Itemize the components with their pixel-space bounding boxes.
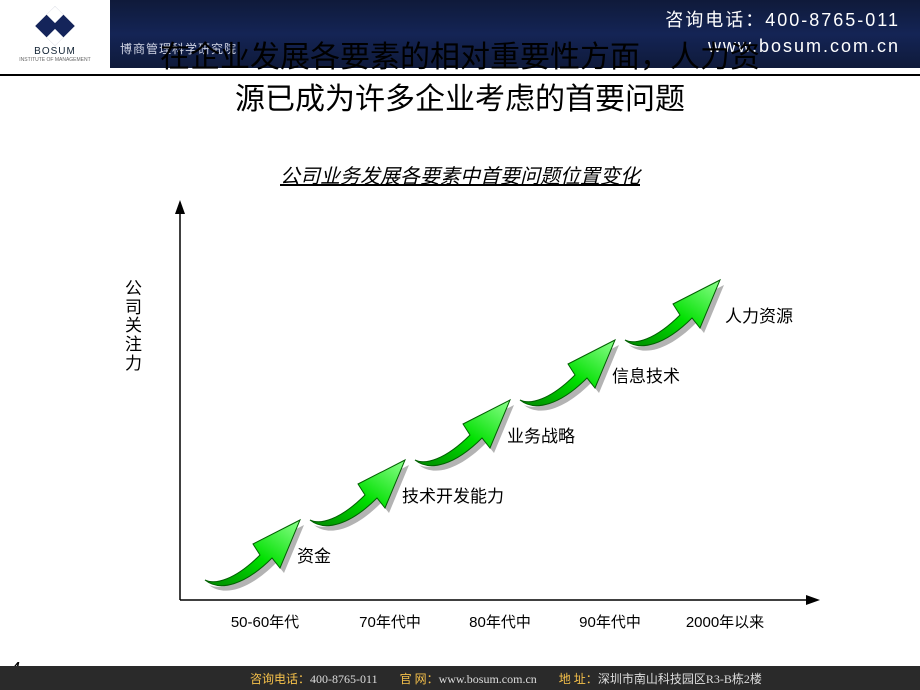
x-axis-arrowhead-icon <box>806 595 820 605</box>
x-tick-label: 90年代中 <box>579 611 641 632</box>
arrow-label: 技术开发能力 <box>402 482 504 507</box>
footer-phone: 咨询电话：400-8765-011 <box>250 670 378 687</box>
y-axis-arrowhead-icon <box>175 200 185 214</box>
arrow-label: 信息技术 <box>612 362 680 387</box>
footer-phone-val: 400-8765-011 <box>310 672 378 686</box>
header-phone: 咨询电话：400-8765-011 <box>665 6 900 32</box>
arrow-label: 资金 <box>297 542 331 567</box>
footer-site-key: 官 网： <box>400 672 439 686</box>
x-tick-label: 50-60年代 <box>231 611 299 632</box>
arrow-label: 业务战略 <box>507 422 575 447</box>
footer-phone-key: 咨询电话： <box>250 672 310 686</box>
chart-title: 公司业务发展各要素中首要问题位置变化 <box>0 160 920 189</box>
x-tick-labels: 50-60年代 70年代中 80年代中 90年代中 2000年以来 <box>150 611 830 635</box>
x-tick-label: 80年代中 <box>469 611 531 632</box>
footer-site: 官 网：www.bosum.com.cn <box>400 670 537 687</box>
footer-addr-key: 地 址： <box>559 672 598 686</box>
footer-addr: 地 址：深圳市南山科技园区R3-B栋2楼 <box>559 670 762 687</box>
footer-bar: 咨询电话：400-8765-011 官 网：www.bosum.com.cn 地… <box>0 666 920 690</box>
x-tick-label: 70年代中 <box>359 611 421 632</box>
arrow-label: 人力资源 <box>725 302 793 327</box>
chart-svg <box>150 200 830 630</box>
page-title-line2: 源已成为许多企业考虑的首要问题 <box>0 74 920 118</box>
page-title-line1: 在企业发展各要素的相对重要性方面，人力资 <box>0 32 920 76</box>
y-axis-label: 公司关注力 <box>125 280 145 373</box>
x-tick-label: 2000年以来 <box>686 611 764 632</box>
header-phone-label: 咨询电话： <box>665 10 765 30</box>
header-phone-number: 400-8765-011 <box>765 10 900 30</box>
footer-addr-val: 深圳市南山科技园区R3-B栋2楼 <box>598 672 762 686</box>
arrows-group <box>205 280 724 591</box>
chart-area: 公司关注力 50-60年代70年代中80年代中90年代中2000年以来 资金技术… <box>150 200 830 630</box>
footer-site-val: www.bosum.com.cn <box>439 672 537 686</box>
